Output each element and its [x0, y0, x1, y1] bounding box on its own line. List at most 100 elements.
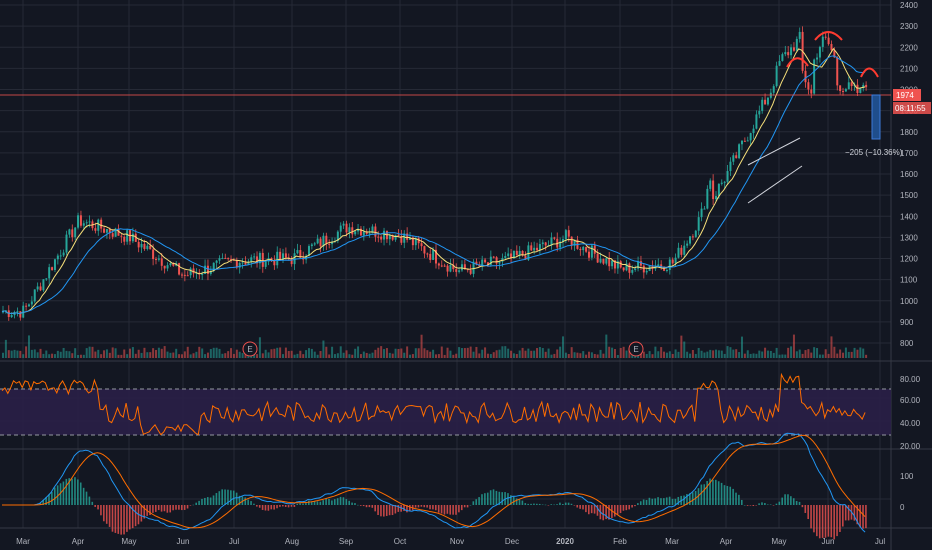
macd-histogram-bar [391, 505, 394, 516]
volume-bar [512, 353, 515, 358]
volume-bar [573, 352, 576, 358]
macd-histogram-bar [446, 505, 449, 514]
macd-histogram-bar [129, 505, 131, 530]
earnings-marker[interactable]: E [242, 341, 258, 357]
volume-bar [209, 349, 212, 358]
candle-body [689, 236, 692, 244]
macd-histogram-bar [91, 501, 94, 505]
volume-bar [778, 354, 781, 358]
volume-bar [847, 351, 850, 358]
candle-body [273, 260, 276, 266]
macd-histogram-bar [339, 496, 342, 505]
candle-body [437, 263, 440, 266]
macd-histogram-bar [645, 499, 648, 505]
macd-histogram-bar [795, 500, 798, 505]
candle-body [787, 52, 790, 56]
macd-histogram-bar [56, 485, 59, 505]
time-tick: Jun [822, 537, 835, 546]
volume-bar [357, 346, 360, 358]
candle-body [374, 226, 377, 237]
macd-histogram-bar [654, 498, 656, 505]
candle-body [657, 264, 660, 267]
volume-bar [663, 351, 666, 358]
volume-bar [544, 351, 547, 358]
macd-histogram-bar [758, 503, 760, 505]
volume-bar [865, 354, 868, 358]
candle-body [180, 274, 183, 276]
volume-bar [648, 351, 651, 358]
candle-body [103, 228, 106, 233]
candle-body [697, 217, 700, 231]
volume-bar [68, 351, 71, 358]
macd-histogram-bar [325, 498, 327, 505]
volume-bar [559, 346, 562, 358]
time-axis[interactable]: Mar Apr May Jun Jul Aug Sep Oct Nov Dec 2020 Feb Mar… [16, 537, 885, 546]
price-axis[interactable]: 2400230022002100200019001800170016001500… [900, 1, 918, 348]
volume-bar [178, 354, 181, 358]
macd-histogram-bar [123, 505, 125, 535]
right-shoulder-arc [860, 67, 879, 78]
candle-body [827, 37, 830, 45]
macd-histogram-bar [536, 503, 538, 505]
earnings-marker[interactable]: E [628, 341, 644, 357]
candle-body [2, 311, 4, 313]
macd-histogram-bar [53, 487, 56, 505]
volume-bar [403, 352, 406, 358]
macd-histogram-bar [385, 505, 388, 516]
volume-bar [91, 346, 94, 358]
candle-body [844, 89, 847, 92]
last-price-label: 1974 [896, 91, 914, 100]
wedge-lower-line [747, 165, 803, 204]
candle-body [88, 221, 91, 223]
volume-bar [616, 354, 619, 358]
volume-bar [435, 354, 437, 358]
candle-body [345, 223, 348, 233]
volume-bar [374, 349, 377, 358]
rsi-axis[interactable]: 80.00 60.00 40.00 20.00 [900, 375, 921, 451]
candle-body [94, 228, 97, 231]
candle-body [703, 208, 706, 210]
candle-body [276, 251, 279, 266]
candle-body [723, 181, 726, 183]
candle-body [270, 258, 273, 261]
macd-histogram-bar [567, 502, 570, 505]
candle-body [746, 140, 749, 142]
volume-bar [446, 347, 449, 358]
volume-bar [212, 347, 215, 358]
price-tick: 1200 [900, 255, 918, 264]
candle-body [700, 208, 703, 218]
volume-bar [593, 353, 596, 358]
macd-histogram-bar [775, 503, 778, 505]
candle-body [391, 234, 394, 240]
volume-bar [611, 347, 614, 358]
macd-histogram-bar [518, 499, 521, 505]
volume-bar [48, 354, 51, 358]
macd-histogram-bar [833, 505, 835, 540]
macd-histogram-bar [807, 505, 809, 520]
volume-bar [406, 346, 409, 358]
candle-body [36, 286, 39, 290]
volume-bar [282, 354, 285, 358]
macd-histogram-bar [657, 497, 659, 505]
candle-body [325, 235, 328, 244]
macd-histogram-bar [380, 505, 382, 517]
candle-body [420, 243, 423, 247]
candle-body [686, 243, 689, 246]
macd-axis[interactable]: 100 0 [900, 472, 914, 512]
candle-body [602, 258, 605, 264]
macd-histogram-bar [198, 500, 200, 505]
macd-histogram-bar [97, 505, 99, 510]
macd-histogram-bar [449, 505, 452, 515]
candle-body [818, 46, 821, 58]
volume-bar [553, 353, 556, 358]
volume-bar [818, 354, 821, 358]
candle-body [680, 247, 683, 255]
candle-body [51, 267, 54, 271]
candle-body [48, 267, 51, 279]
candle-body [192, 268, 195, 274]
candle-body [625, 263, 628, 271]
volume-bar [261, 353, 264, 358]
macd-histogram-bar [221, 489, 223, 505]
volume-bar [302, 354, 305, 358]
